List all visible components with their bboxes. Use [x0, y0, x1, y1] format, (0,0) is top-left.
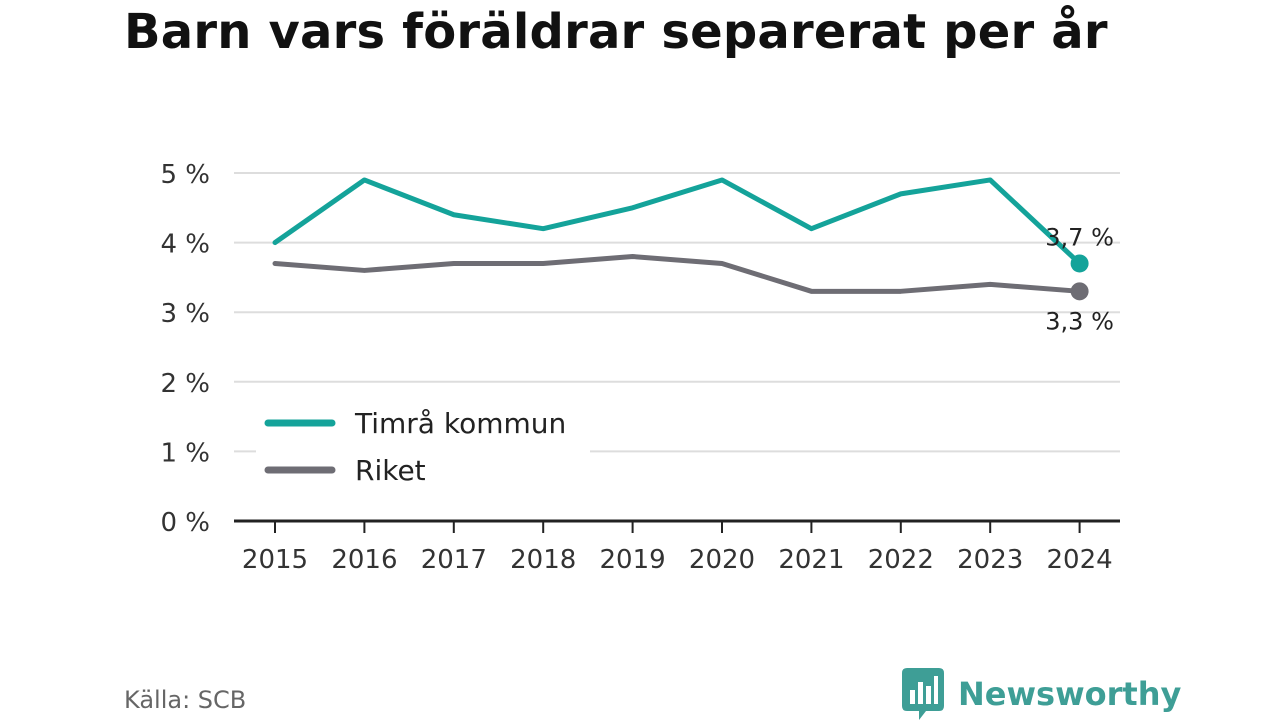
x-tick-label: 2015 [242, 545, 308, 575]
legend: Timrå kommun Riket [256, 392, 590, 492]
y-tick-label: 1 % [160, 438, 210, 468]
brand-logo: Newsworthy [902, 668, 1181, 720]
series-line [272, 177, 1083, 266]
y-tick-label: 3 % [160, 299, 210, 329]
x-tick-label: 2019 [600, 545, 666, 575]
end-value-label: 3,3 % [1045, 307, 1114, 335]
y-tick-label: 0 % [160, 508, 210, 538]
x-tick-label: 2018 [510, 545, 576, 575]
y-tick-label: 5 % [160, 160, 210, 190]
newsworthy-logo-icon [902, 668, 944, 720]
chart-title: Barn vars föräldrar separerat per år [124, 4, 1108, 60]
x-tick-label: 2021 [778, 545, 844, 575]
series-end-point [1070, 254, 1089, 273]
source-note: Källa: SCB [124, 686, 247, 714]
y-tick-label: 4 % [160, 230, 210, 260]
x-tick-label: 2022 [868, 545, 934, 575]
x-axis: 2015 2016 2017 2018 2019 2020 2021 2022 2023 2024 [234, 519, 1120, 575]
x-tick-label: 2016 [331, 545, 397, 575]
x-tick-label: 2023 [957, 545, 1023, 575]
brand-name: Newsworthy [958, 675, 1182, 713]
legend-background [256, 392, 590, 492]
x-tick-label: 2017 [421, 545, 487, 575]
series-end-point [1070, 282, 1089, 301]
end-value-label: 3,7 % [1045, 223, 1114, 251]
series-line [272, 254, 1083, 294]
x-tick-label: 2024 [1047, 545, 1113, 575]
legend-label: Timrå kommun [354, 407, 566, 440]
series-lines: 3,7 % 3,3 % [272, 177, 1114, 335]
x-tick-label: 2020 [689, 545, 755, 575]
y-tick-label: 2 % [160, 369, 210, 399]
y-axis-ticks: 0 % 1 % 2 % 3 % 4 % 5 % [160, 160, 210, 538]
legend-label: Riket [355, 454, 426, 487]
